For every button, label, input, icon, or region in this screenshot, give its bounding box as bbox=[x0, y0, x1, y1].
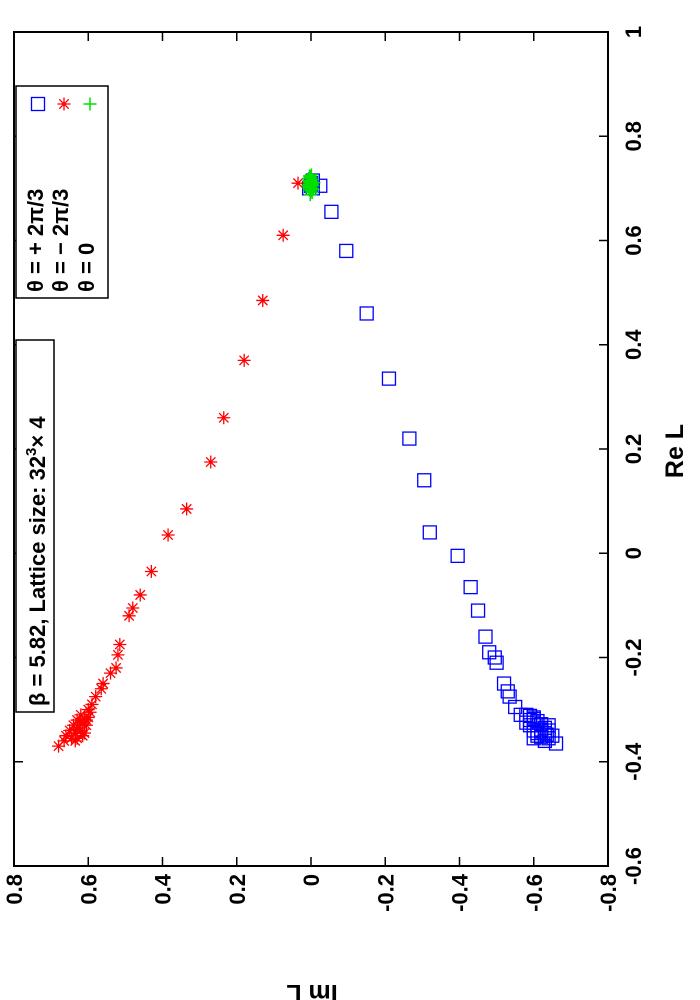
star-point bbox=[180, 502, 194, 516]
star-point bbox=[89, 690, 103, 704]
x-tick-label: -0.4 bbox=[621, 742, 646, 781]
legend-label-plus-2pi3: θ = + 2π/3 bbox=[23, 189, 48, 292]
y-tick-label: 0.6 bbox=[76, 874, 101, 905]
y-tick-label: 0 bbox=[299, 874, 324, 886]
square-point bbox=[496, 676, 512, 691]
y-tick-label: -0.8 bbox=[596, 874, 621, 912]
star-point bbox=[96, 677, 110, 691]
star-point bbox=[70, 722, 84, 736]
star-point bbox=[144, 564, 158, 578]
square-point bbox=[530, 728, 545, 743]
y-axis-title: Im L bbox=[286, 979, 337, 1000]
x-axis-title: Re L bbox=[661, 424, 689, 478]
plus-point bbox=[303, 183, 317, 197]
star-point bbox=[76, 729, 90, 743]
y-tick-label: 0.8 bbox=[2, 874, 27, 905]
star-point bbox=[111, 648, 125, 662]
points-layer bbox=[52, 168, 564, 753]
square-point bbox=[508, 699, 523, 715]
square-point bbox=[478, 629, 493, 644]
star-point bbox=[76, 717, 90, 731]
x-tick-label: 0.8 bbox=[621, 121, 646, 152]
star-point bbox=[204, 455, 218, 469]
y-tick-label: -0.4 bbox=[448, 873, 473, 912]
star-point bbox=[94, 682, 108, 696]
legend-marker-square bbox=[30, 96, 46, 112]
star-point bbox=[291, 176, 305, 190]
star-point bbox=[109, 661, 123, 675]
square-point bbox=[422, 525, 437, 540]
square-point bbox=[359, 306, 374, 321]
square-point bbox=[463, 579, 478, 595]
star-point bbox=[122, 609, 136, 623]
annotation-suffix: × 4 bbox=[25, 416, 50, 448]
plus-point bbox=[304, 175, 318, 189]
square-point bbox=[539, 727, 554, 742]
square-point bbox=[548, 736, 564, 751]
ticks-layer: -0.6-0.4-0.200.20.40.60.81-0.8-0.6-0.4-0… bbox=[2, 26, 646, 912]
square-point bbox=[381, 371, 397, 386]
star-point bbox=[104, 666, 118, 680]
annotation-text: β = 5.82, Lattice size: 323× 4 bbox=[23, 416, 50, 706]
square-point bbox=[487, 650, 502, 665]
plus-point bbox=[303, 169, 317, 183]
annotation-box: β = 5.82, Lattice size: 323× 4 bbox=[15, 339, 55, 713]
y-tick-label: -0.2 bbox=[373, 874, 398, 912]
y-tick-label: 0.2 bbox=[225, 874, 250, 905]
star-point bbox=[68, 726, 82, 740]
square-point bbox=[339, 243, 354, 259]
x-tick-label: 0.4 bbox=[621, 329, 646, 360]
star-point bbox=[276, 228, 290, 242]
legend: θ = + 2π/3 θ = − 2π/3 θ = 0 bbox=[15, 85, 109, 299]
x-tick-label: 0.2 bbox=[621, 434, 646, 465]
annotation-prefix: β = 5.82, Lattice size: 32 bbox=[25, 456, 50, 706]
square-point bbox=[324, 204, 339, 219]
x-tick-label: 0.6 bbox=[621, 225, 646, 256]
y-tick-label: -0.6 bbox=[522, 874, 547, 912]
star-point bbox=[59, 729, 73, 743]
square-point bbox=[534, 724, 549, 739]
legend-markers bbox=[30, 96, 97, 112]
star-point bbox=[57, 734, 71, 748]
square-point bbox=[402, 431, 417, 446]
x-tick-label: -0.6 bbox=[621, 847, 646, 885]
star-point bbox=[113, 637, 127, 651]
square-point bbox=[482, 645, 497, 660]
star-point bbox=[161, 528, 175, 542]
x-tick-label: 1 bbox=[621, 26, 646, 38]
legend-marker-plus bbox=[83, 97, 97, 111]
star-point bbox=[63, 723, 77, 737]
x-tick-label: -0.2 bbox=[621, 639, 646, 677]
star-point bbox=[126, 601, 140, 615]
square-point bbox=[470, 603, 486, 618]
square-point bbox=[450, 548, 465, 564]
star-point bbox=[81, 703, 95, 717]
star-point bbox=[133, 588, 147, 602]
star-point bbox=[74, 723, 88, 737]
square-point bbox=[417, 473, 432, 488]
square-point bbox=[519, 715, 534, 730]
square-point bbox=[500, 684, 515, 699]
y-tick-label: 0.4 bbox=[151, 873, 176, 904]
square-point bbox=[513, 707, 528, 722]
legend-label-minus-2pi3: θ = − 2π/3 bbox=[48, 189, 73, 292]
star-point bbox=[68, 734, 82, 748]
annotation-sup: 3 bbox=[23, 448, 40, 456]
legend-marker-star bbox=[57, 97, 71, 111]
square-point bbox=[489, 655, 504, 670]
star-point bbox=[85, 697, 99, 711]
legend-label-zero: θ = 0 bbox=[74, 243, 99, 292]
star-point bbox=[52, 739, 66, 753]
x-tick-label: 0 bbox=[621, 547, 646, 559]
star-point bbox=[70, 713, 84, 727]
star-point bbox=[74, 708, 88, 722]
star-point bbox=[256, 293, 270, 307]
star-point bbox=[217, 411, 231, 425]
star-point bbox=[237, 353, 251, 367]
